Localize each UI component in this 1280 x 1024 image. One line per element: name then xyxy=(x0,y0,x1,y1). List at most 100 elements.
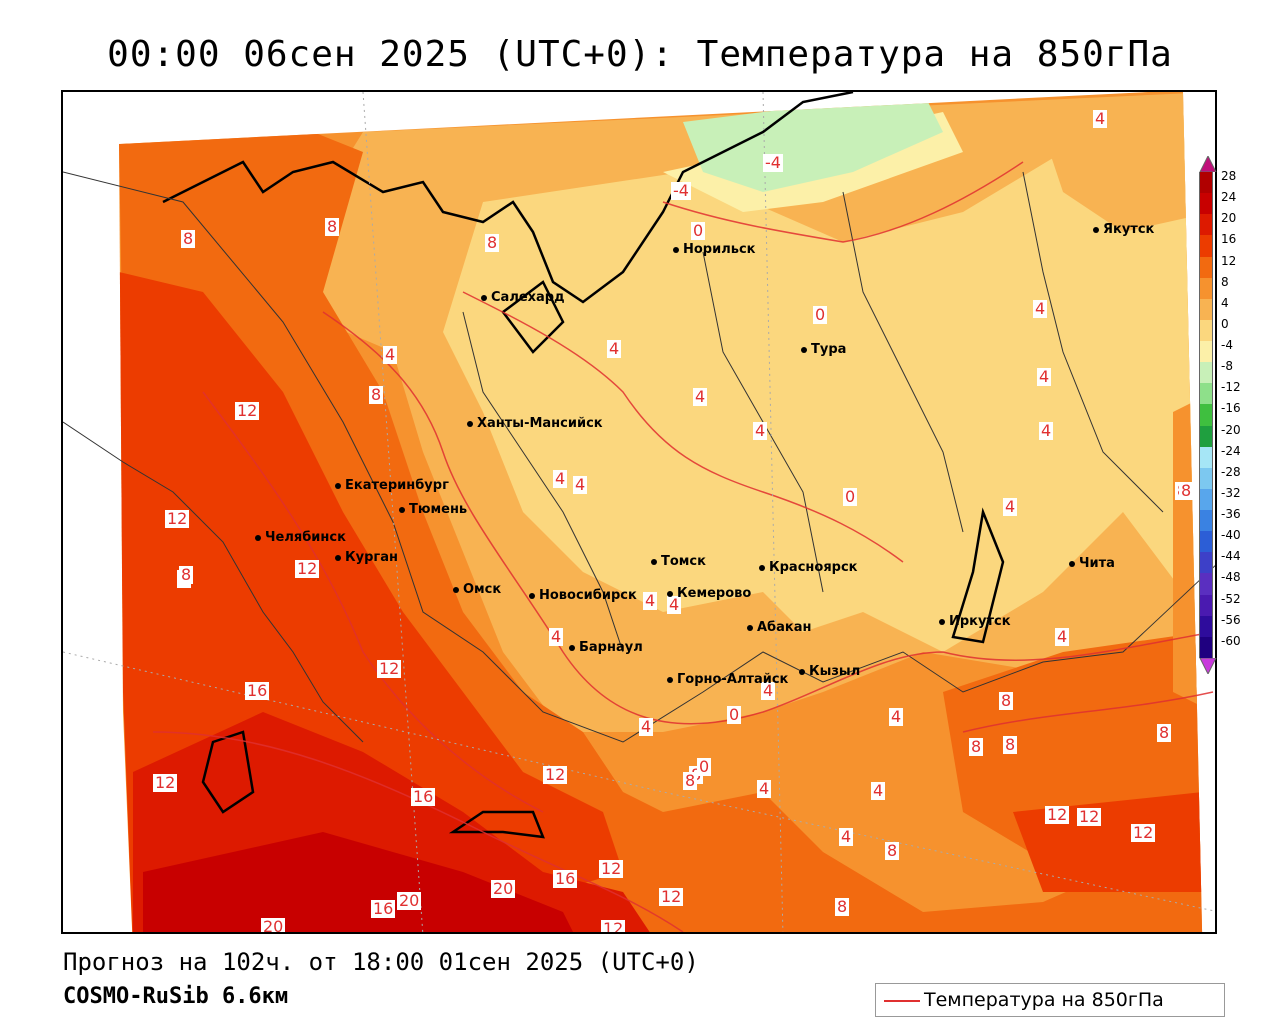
contour-label: 4 xyxy=(1055,627,1070,646)
colorbar-tick-label: -12 xyxy=(1221,380,1241,395)
contour-label: 12 xyxy=(1131,823,1156,842)
contour-label: 8 xyxy=(1157,723,1172,742)
contour-label: 16 xyxy=(245,681,270,700)
model-name: COSMO-RuSib 6.6км xyxy=(63,984,289,1009)
contour-label: 12 xyxy=(153,773,178,792)
colorbar-step xyxy=(1199,341,1213,363)
colorbar-step xyxy=(1199,552,1213,574)
colorbar-step xyxy=(1199,615,1213,637)
colorbar-tick-label: -16 xyxy=(1221,401,1241,416)
contour-label: 4 xyxy=(889,707,904,726)
contour-label: 4 xyxy=(753,421,768,440)
city-marker: Якутск xyxy=(1093,222,1154,237)
contour-label: -4 xyxy=(671,181,691,200)
colorbar-step xyxy=(1199,193,1213,215)
colorbar-tick-label: -40 xyxy=(1221,528,1241,543)
colorbar-tick-label: -36 xyxy=(1221,507,1241,522)
colorbar-bottom-arrow xyxy=(1199,658,1217,674)
colorbar-tick-label: 4 xyxy=(1221,295,1229,310)
city-marker: Абакан xyxy=(747,620,812,635)
city-marker: Тура xyxy=(801,342,846,357)
city-marker: Салехард xyxy=(481,290,565,305)
contour-label: 8 xyxy=(999,691,1014,710)
contour-label: 0 xyxy=(697,757,712,776)
city-marker: Чита xyxy=(1069,556,1115,571)
contour-label: 12 xyxy=(165,509,190,528)
contour-label: 8 xyxy=(835,897,850,916)
colorbar-step xyxy=(1199,298,1213,320)
city-marker: Горно-Алтайск xyxy=(667,672,788,687)
colorbar-steps xyxy=(1199,172,1217,658)
colorbar-tick-label: -32 xyxy=(1221,485,1241,500)
colorbar-tick-label: 12 xyxy=(1221,253,1237,268)
colorbar-tick-label: 8 xyxy=(1221,274,1229,289)
colorbar-tick-label: -60 xyxy=(1221,633,1241,648)
contour-label: 4 xyxy=(1093,109,1108,128)
city-marker: Курган xyxy=(335,550,398,565)
contour-label: 16 xyxy=(411,787,436,806)
contour-label: 0 xyxy=(843,487,858,506)
contour-label: 4 xyxy=(761,681,776,700)
colorbar-tick-label: -52 xyxy=(1221,591,1241,606)
colorbar-tick-label: 20 xyxy=(1221,211,1237,226)
city-marker: Омск xyxy=(453,582,501,597)
colorbar-tick-label: -4 xyxy=(1221,338,1233,353)
colorbar-tick-label: -48 xyxy=(1221,570,1241,585)
colorbar-step xyxy=(1199,467,1213,489)
city-marker: Тюмень xyxy=(399,502,467,517)
city-marker: Кызыл xyxy=(799,664,860,679)
contour-label: 12 xyxy=(235,401,260,420)
contour-label: 16 xyxy=(553,869,578,888)
contour-label: 12 xyxy=(659,887,684,906)
contour-label: 8 xyxy=(683,771,698,790)
contour-label: 8 xyxy=(1179,481,1194,500)
contour-label: 12 xyxy=(599,859,624,878)
colorbar-tick-label: -8 xyxy=(1221,359,1233,374)
city-marker: Екатеринбург xyxy=(335,478,449,493)
colorbar-step xyxy=(1199,172,1213,194)
colorbar-step xyxy=(1199,383,1213,405)
colorbar-step xyxy=(1199,446,1213,468)
temperature-field xyxy=(63,92,1215,932)
map-area: 4 -4 -4 0 8 8 8 8 4 4 0 4 4 12 12 12 8 4… xyxy=(61,90,1217,934)
contour-label: 4 xyxy=(383,345,398,364)
contour-label: 8 xyxy=(181,229,196,248)
colorbar-top-arrow xyxy=(1199,156,1217,172)
city-marker: Барнаул xyxy=(569,640,643,655)
colorbar-step xyxy=(1199,256,1213,278)
contour-label: 0 xyxy=(691,221,706,240)
contour-label: 8 xyxy=(369,385,384,404)
city-marker: Кемерово xyxy=(667,586,751,601)
city-marker: Норильск xyxy=(673,242,756,257)
city-marker: Томск xyxy=(651,554,706,569)
contour-label: 0 xyxy=(727,705,742,724)
colorbar-step xyxy=(1199,425,1213,447)
contour-label: 8 xyxy=(325,217,340,236)
colorbar-tick-label: 28 xyxy=(1221,169,1237,183)
contour-label: 4 xyxy=(871,781,886,800)
contour-label: 4 xyxy=(643,591,658,610)
colorbar-step xyxy=(1199,235,1213,257)
city-marker: Красноярск xyxy=(759,560,858,575)
contour-label: 20 xyxy=(491,879,516,898)
contour-label: 20 xyxy=(261,917,286,934)
colorbar-step xyxy=(1199,277,1213,299)
contour-label: 12 xyxy=(543,765,568,784)
colorbar-tick-label: -28 xyxy=(1221,464,1241,479)
colorbar-step xyxy=(1199,488,1213,510)
contour-label: 4 xyxy=(839,827,854,846)
contour-label: 4 xyxy=(553,469,568,488)
colorbar-tick-label: -44 xyxy=(1221,549,1241,564)
colorbar-tick-label: 0 xyxy=(1221,316,1229,331)
contour-label: 4 xyxy=(549,627,564,646)
contour-label: 8 xyxy=(885,841,900,860)
colorbar-step xyxy=(1199,404,1213,426)
colorbar-step xyxy=(1199,594,1213,616)
contour-label: 4 xyxy=(1039,421,1054,440)
colorbar-step xyxy=(1199,573,1213,595)
contour-label: 4 xyxy=(667,595,682,614)
contour-label: 4 xyxy=(757,779,772,798)
city-marker: Иркутск xyxy=(939,614,1011,629)
colorbar-tick-label: 16 xyxy=(1221,232,1237,247)
contour-label: 4 xyxy=(693,387,708,406)
